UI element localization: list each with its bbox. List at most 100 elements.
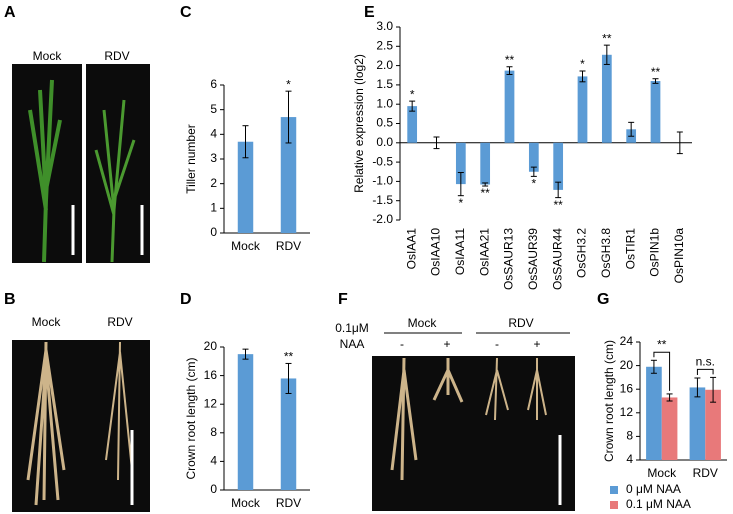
legend-label: 0.1 μM NAA — [626, 497, 691, 511]
y-tick-label: 3 — [210, 151, 217, 165]
y-tick-label: -2.0 — [372, 212, 393, 226]
significance: * — [410, 87, 415, 101]
significance: * — [458, 196, 463, 210]
y-tick-label: 0.0 — [376, 135, 393, 149]
y-axis-label: Crown root length (cm) — [602, 340, 616, 462]
y-tick-label: 2.5 — [376, 38, 393, 52]
y-tick-label: 2 — [210, 176, 217, 190]
bar — [504, 70, 515, 143]
y-tick-label: -0.5 — [372, 154, 393, 168]
y-tick-label: -1.5 — [372, 193, 393, 207]
significance: ** — [505, 53, 515, 67]
significance: ** — [284, 350, 294, 364]
significance: * — [286, 77, 291, 91]
y-tick-label: 8 — [210, 425, 217, 439]
x-tick-label: OsIAA11 — [453, 228, 467, 275]
significance: * — [580, 57, 585, 71]
bar — [237, 354, 254, 490]
photo-label: NAA — [340, 337, 365, 351]
x-tick-label: RDV — [276, 496, 301, 510]
bar — [650, 81, 661, 143]
photo-label: + — [533, 337, 540, 351]
panel-letter: D — [180, 291, 192, 308]
bar — [455, 142, 466, 185]
y-tick-label: 1.5 — [376, 77, 393, 91]
x-tick-label: OsIAA21 — [477, 228, 491, 276]
x-tick-label: OsGH3.2 — [575, 228, 589, 278]
y-tick-label: 20 — [204, 339, 218, 353]
x-tick-label: RDV — [276, 239, 301, 253]
x-tick-label: OsIAA1 — [404, 228, 418, 270]
photo-label: + — [443, 337, 450, 351]
photo-label: Mock — [32, 315, 62, 329]
y-axis-label: Tiller number — [184, 124, 198, 194]
photo-label: - — [400, 337, 404, 351]
photo-label: RDV — [508, 316, 533, 330]
significance: ** — [657, 337, 667, 351]
bar — [280, 378, 297, 490]
x-tick-label: OsGH3.8 — [599, 228, 613, 278]
y-tick-label: 20 — [620, 358, 634, 372]
y-tick-label: 0 — [210, 225, 217, 239]
y-tick-label: 12 — [620, 405, 634, 419]
y-tick-label: 0 — [210, 482, 217, 496]
photo-label: Mock — [33, 49, 63, 63]
x-tick-label: RDV — [693, 466, 718, 480]
x-tick-label: Mock — [647, 466, 677, 480]
photo — [12, 64, 150, 263]
x-tick-label: Mock — [231, 239, 261, 253]
y-tick-label: 4 — [210, 454, 217, 468]
bar — [705, 389, 721, 460]
significance: ** — [480, 186, 490, 200]
bar — [237, 141, 254, 233]
y-tick-label: 24 — [620, 334, 634, 348]
y-tick-label: 12 — [204, 396, 218, 410]
y-tick-label: 0.5 — [376, 116, 393, 130]
x-tick-label: OsPIN1b — [648, 228, 662, 277]
panel-letter: G — [597, 291, 609, 308]
bar — [480, 142, 491, 185]
bar — [407, 106, 418, 143]
photo — [372, 356, 575, 511]
y-tick-label: -1.0 — [372, 174, 393, 188]
x-tick-label: Mock — [231, 496, 261, 510]
y-tick-label: 16 — [204, 368, 218, 382]
bar — [661, 397, 678, 460]
bar — [280, 117, 297, 233]
y-tick-label: 2.0 — [376, 58, 393, 72]
panel-letter: E — [364, 4, 375, 21]
legend-swatch — [610, 501, 618, 509]
y-tick-label: 4 — [626, 452, 633, 466]
x-tick-label: OsTIR1 — [623, 228, 637, 270]
significance: ** — [553, 198, 563, 212]
photo-label: 0.1μM — [335, 321, 369, 335]
panel-letter: B — [4, 291, 16, 308]
significance: ** — [602, 31, 612, 45]
y-tick-label: 1 — [210, 201, 217, 215]
photo-label: - — [495, 337, 499, 351]
y-tick-label: 4 — [210, 127, 217, 141]
significance: n.s. — [696, 355, 715, 369]
panel-letter: A — [4, 4, 16, 21]
y-tick-label: 1.0 — [376, 96, 393, 110]
x-tick-label: OsIAA10 — [429, 228, 443, 276]
legend-label: 0 μM NAA — [626, 482, 681, 496]
photo-label: Mock — [408, 316, 438, 330]
legend-swatch — [610, 486, 618, 494]
bar — [601, 54, 612, 143]
y-tick-label: 3.0 — [376, 19, 393, 33]
significance: * — [531, 177, 536, 191]
photo-label: RDV — [104, 49, 129, 63]
y-tick-label: 16 — [620, 381, 634, 395]
y-tick-label: 8 — [626, 429, 633, 443]
bar — [577, 76, 588, 143]
significance: ** — [651, 65, 661, 79]
photo — [12, 340, 150, 512]
y-axis-label: Relative expression (log2) — [352, 54, 366, 193]
y-tick-label: 6 — [210, 77, 217, 91]
bar — [646, 366, 662, 460]
x-tick-label: OsPIN10a — [672, 228, 686, 284]
panel-letter: C — [180, 4, 192, 21]
x-tick-label: OsSAUR44 — [550, 228, 564, 290]
